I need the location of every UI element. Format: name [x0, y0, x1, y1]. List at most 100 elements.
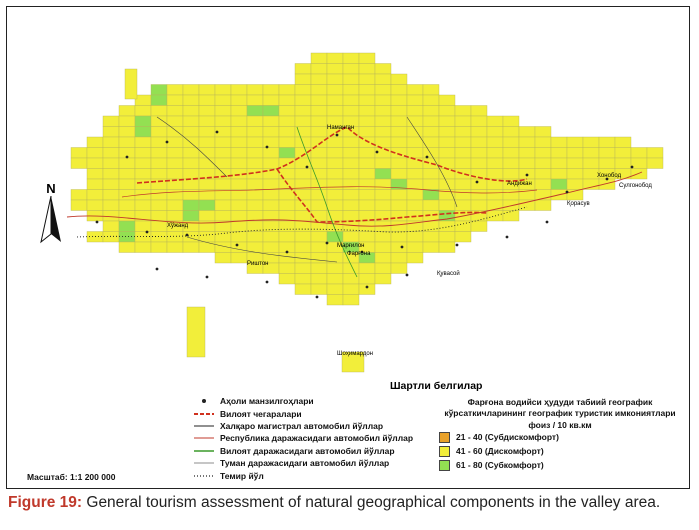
grid-cell: [198, 84, 216, 96]
grid-cell: [470, 136, 488, 148]
grid-cell: [182, 168, 200, 180]
grid-cell: [118, 241, 136, 253]
grid-cell: [134, 147, 152, 159]
grid-cell: [342, 231, 360, 243]
grid-cell: [342, 199, 360, 211]
grid-cell: [118, 178, 136, 190]
grid-cell: [278, 147, 296, 159]
grid-cell: [86, 178, 104, 190]
grid-cell: [262, 94, 280, 106]
city-label: Хонобод: [597, 173, 622, 179]
grid-cell: [502, 147, 520, 159]
grid-cell: [326, 136, 344, 148]
figure-caption-text: General tourism assessment of natural ge…: [82, 494, 661, 511]
grid-cell: [422, 115, 440, 127]
grid-cell: [294, 210, 312, 222]
settlement-dot: [545, 220, 549, 224]
city-label: Марғилон: [337, 243, 365, 249]
grid-cell: [518, 157, 536, 169]
grid-cell: [182, 210, 200, 222]
valley-map: Наманган Андижан Хонобод Сулгонобод Қорасув Х…: [66, 52, 664, 373]
grid-cell: [438, 126, 456, 138]
grid-cell: [230, 147, 248, 159]
grid-cell: [134, 94, 152, 106]
grid-cell: [358, 52, 376, 64]
grid-cell: [102, 136, 120, 148]
legend-class-row: 41 - 60 (Дискомфорт): [437, 444, 683, 458]
grid-cell: [294, 220, 312, 232]
grid-cell: [422, 105, 440, 117]
grid-cell: [438, 115, 456, 127]
grid-cell: [118, 231, 136, 243]
grid-cell: [582, 157, 600, 169]
grid-cell: [390, 126, 408, 138]
grid-cell: [86, 199, 104, 211]
grid-cell: [422, 136, 440, 148]
grid-cell: [166, 126, 184, 138]
settlement-dot: [630, 165, 634, 169]
grid-cell: [646, 157, 664, 169]
grid-cell: [134, 199, 152, 211]
grid-cell: [406, 231, 424, 243]
grid-cell: [246, 231, 264, 243]
grid-cell: [422, 241, 440, 253]
grid-cell: [342, 105, 360, 117]
grid-cell: [566, 168, 584, 180]
grid-cell: [534, 136, 552, 148]
grid-cell: [566, 136, 584, 148]
grid-cell: [454, 231, 472, 243]
grid-cell: [118, 126, 136, 138]
grid-cell: [102, 178, 120, 190]
grid-cell: [182, 105, 200, 117]
grid-cell: [470, 157, 488, 169]
grid-cell: [262, 84, 280, 96]
grid-cell: [374, 189, 392, 201]
grid-cell: [358, 178, 376, 190]
settlement-dot: [425, 155, 429, 159]
grid-cell: [310, 189, 328, 201]
grid-cell: [230, 199, 248, 211]
grid-cell: [390, 115, 408, 127]
grid-cell: [550, 168, 568, 180]
grid-cell: [166, 84, 184, 96]
grid-cell: [278, 105, 296, 117]
grid-cell: [550, 147, 568, 159]
grid-cell: [470, 115, 488, 127]
grid-cell: [550, 178, 568, 190]
grid-cell: [214, 210, 232, 222]
settlement-dot: [525, 173, 529, 177]
grid-cell: [310, 115, 328, 127]
grid-cell: [310, 283, 328, 295]
grid-cell: [566, 189, 584, 201]
grid-cell: [470, 189, 488, 201]
legend-class-label: 41 - 60 (Дискомфорт): [456, 446, 544, 456]
grid-cell: [358, 189, 376, 201]
grid-cell: [310, 199, 328, 211]
grid-cell: [374, 63, 392, 75]
grid-cell: [310, 252, 328, 264]
legend-heading: Фарғона водийси ҳудуди табиий географик …: [444, 397, 676, 418]
grid-cell: [358, 273, 376, 285]
legend-class-list: 21 - 40 (Субдискомфорт) 41 - 60 (Дискомфо…: [437, 430, 683, 472]
grid-cell: [294, 147, 312, 159]
grid-cell: [214, 252, 232, 264]
grid-cell: [374, 105, 392, 117]
grid-cell: [502, 157, 520, 169]
grid-cell: [230, 126, 248, 138]
grid-cell: [294, 136, 312, 148]
grid-cell: [166, 157, 184, 169]
grid-cell: [118, 210, 136, 222]
grid-cell: [262, 105, 280, 117]
legend-symbol-label: Вилоят чегаралари: [220, 408, 302, 419]
grid-cell: [534, 147, 552, 159]
settlement-dot: [360, 250, 364, 254]
grid-cell: [198, 115, 216, 127]
grid-cell: [134, 105, 152, 117]
grid-cell: [230, 178, 248, 190]
grid-cell: [246, 241, 264, 253]
grid-cell: [182, 241, 200, 253]
grid-cell: [246, 178, 264, 190]
grid-cell: [358, 157, 376, 169]
grid-cell: [374, 115, 392, 127]
city-label: Андижан: [507, 181, 532, 187]
